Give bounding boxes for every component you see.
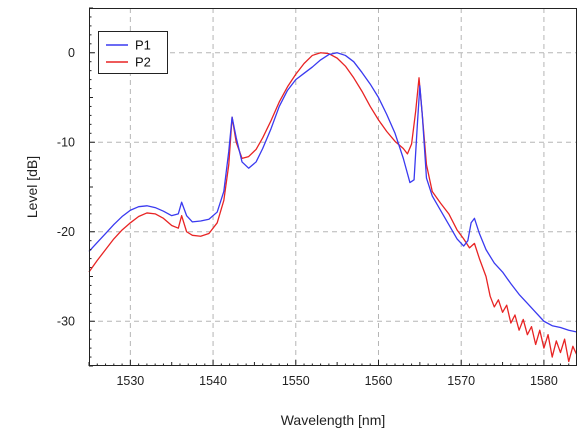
plot-background xyxy=(89,8,577,366)
y-tick-label: -20 xyxy=(57,225,75,239)
legend-box xyxy=(98,31,168,74)
x-tick-label: 1530 xyxy=(116,374,144,388)
x-axis-title: Wavelength [nm] xyxy=(281,412,386,428)
x-tick-label: 1550 xyxy=(282,374,310,388)
x-tick-label: 1560 xyxy=(365,374,393,388)
x-tick-label: 1570 xyxy=(447,374,475,388)
y-tick-label: 0 xyxy=(68,46,75,60)
series-line-p2 xyxy=(88,52,577,363)
y-axis: 0 -10 -20 -30 xyxy=(57,7,95,367)
x-tick-label: 1580 xyxy=(530,374,558,388)
grid-lines xyxy=(89,8,577,366)
x-axis: 1530 1540 1550 1560 1570 1580 xyxy=(88,360,577,388)
series-layer xyxy=(88,52,577,363)
y-axis-title: Level [dB] xyxy=(24,156,40,218)
x-tick-label: 1540 xyxy=(199,374,227,388)
y-tick-label: -30 xyxy=(57,314,75,328)
y-tick-label: -10 xyxy=(57,135,75,149)
legend-label-p2: P2 xyxy=(135,55,151,70)
legend-label-p1: P1 xyxy=(135,38,151,53)
legend: P1 P2 xyxy=(98,31,168,74)
series-line-p1 xyxy=(88,52,577,333)
